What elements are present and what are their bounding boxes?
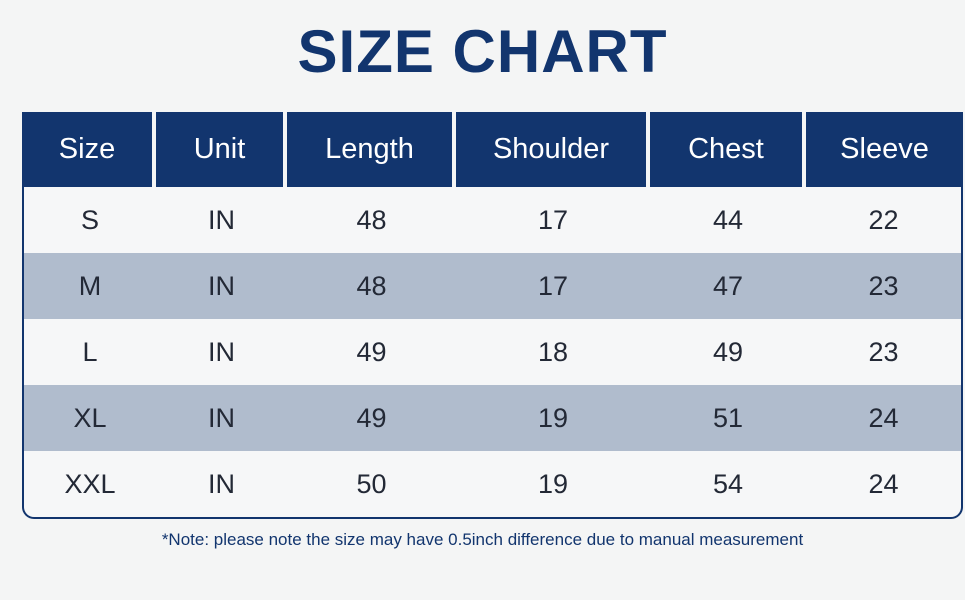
table-row: XXL IN 50 19 54 24 — [22, 451, 963, 519]
table-row: M IN 48 17 47 23 — [22, 253, 963, 319]
size-chart-table: Size Unit Length Shoulder Chest Sleeve S… — [22, 112, 963, 519]
cell-unit: IN — [156, 253, 287, 319]
cell-sleeve: 24 — [806, 451, 963, 519]
table-body: S IN 48 17 44 22 M IN 48 17 47 23 L — [22, 187, 963, 519]
cell-shoulder: 19 — [456, 385, 650, 451]
table-row: L IN 49 18 49 23 — [22, 319, 963, 385]
column-header-length: Length — [287, 112, 456, 187]
cell-length: 48 — [287, 187, 456, 253]
table-row: XL IN 49 19 51 24 — [22, 385, 963, 451]
cell-size: L — [22, 319, 156, 385]
cell-unit: IN — [156, 319, 287, 385]
cell-size: S — [22, 187, 156, 253]
cell-size: XXL — [22, 451, 156, 519]
cell-chest: 54 — [650, 451, 806, 519]
cell-size: XL — [22, 385, 156, 451]
cell-shoulder: 17 — [456, 253, 650, 319]
table-header: Size Unit Length Shoulder Chest Sleeve — [22, 112, 963, 187]
cell-shoulder: 17 — [456, 187, 650, 253]
column-header-unit: Unit — [156, 112, 287, 187]
cell-sleeve: 23 — [806, 253, 963, 319]
measurement-note: *Note: please note the size may have 0.5… — [161, 530, 804, 549]
cell-chest: 47 — [650, 253, 806, 319]
cell-length: 48 — [287, 253, 456, 319]
cell-chest: 44 — [650, 187, 806, 253]
cell-shoulder: 19 — [456, 451, 650, 519]
cell-sleeve: 24 — [806, 385, 963, 451]
cell-unit: IN — [156, 451, 287, 519]
cell-sleeve: 22 — [806, 187, 963, 253]
column-header-shoulder: Shoulder — [456, 112, 650, 187]
column-header-size: Size — [22, 112, 156, 187]
cell-chest: 51 — [650, 385, 806, 451]
table-header-row: Size Unit Length Shoulder Chest Sleeve — [22, 112, 963, 187]
cell-sleeve: 23 — [806, 319, 963, 385]
page-title: SIZE CHART — [297, 18, 668, 85]
table-row: S IN 48 17 44 22 — [22, 187, 963, 253]
cell-unit: IN — [156, 385, 287, 451]
cell-shoulder: 18 — [456, 319, 650, 385]
cell-length: 49 — [287, 385, 456, 451]
cell-unit: IN — [156, 187, 287, 253]
column-header-chest: Chest — [650, 112, 806, 187]
cell-length: 50 — [287, 451, 456, 519]
cell-length: 49 — [287, 319, 456, 385]
size-chart-table-wrapper: Size Unit Length Shoulder Chest Sleeve S… — [22, 112, 963, 519]
cell-chest: 49 — [650, 319, 806, 385]
cell-size: M — [22, 253, 156, 319]
column-header-sleeve: Sleeve — [806, 112, 963, 187]
